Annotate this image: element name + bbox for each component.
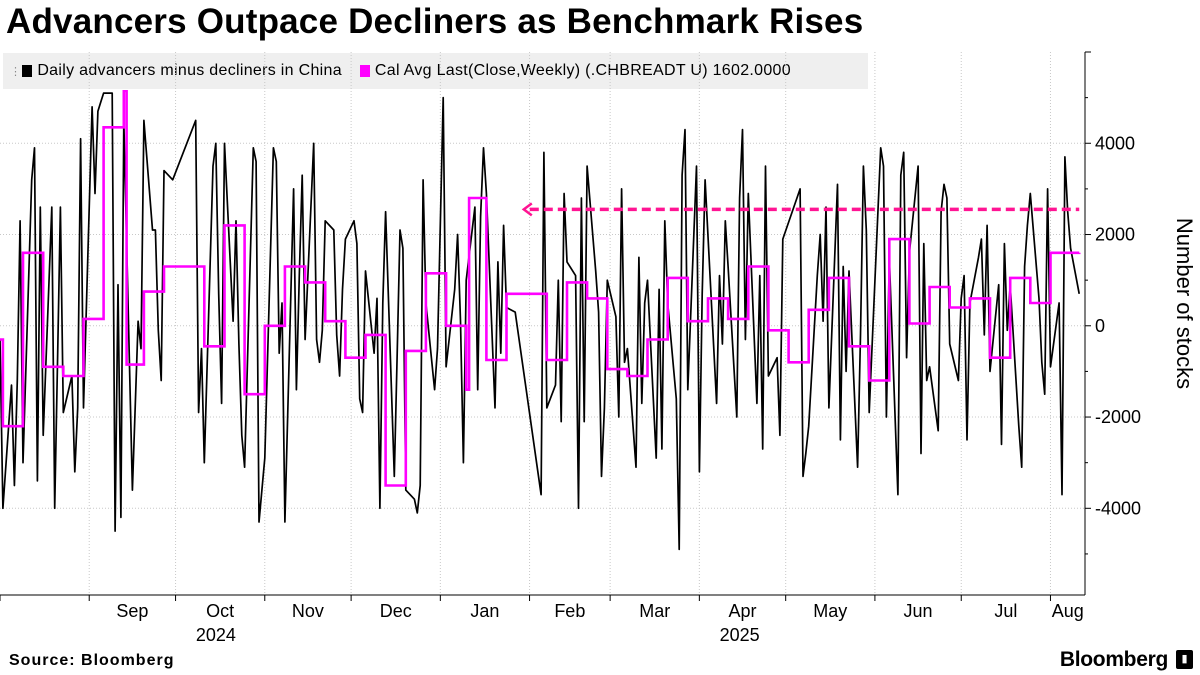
y-tick-label: -2000 xyxy=(1095,407,1141,427)
x-tick-label: Nov xyxy=(292,601,324,621)
y-tick-label: 4000 xyxy=(1095,133,1135,153)
legend-item-weekly-avg: Cal Avg Last(Close,Weekly) (.CHBREADT U)… xyxy=(342,62,791,80)
legend-swatch-daily xyxy=(22,65,33,77)
x-tick-label: Aug xyxy=(1052,601,1084,621)
x-tick-label: Jun xyxy=(904,601,933,621)
x-tick-label: Jan xyxy=(470,601,499,621)
y-tick-label: 2000 xyxy=(1095,225,1135,245)
x-tick-label: Oct xyxy=(206,601,234,621)
chart-title: Advancers Outpace Decliners as Benchmark… xyxy=(6,2,864,41)
y-axis-title: Number of stocks xyxy=(1172,218,1197,389)
x-tick-label: May xyxy=(813,601,847,621)
y-tick-label: 0 xyxy=(1095,316,1105,336)
bloomberg-terminal-icon: ▮ xyxy=(1176,650,1193,669)
x-tick-label: Dec xyxy=(380,601,412,621)
bloomberg-logo: Bloomberg xyxy=(1059,648,1168,671)
legend-item-daily: ⋮ Daily advancers minus decliners in Chi… xyxy=(3,62,342,80)
series-line-daily xyxy=(0,92,1081,551)
legend-swatch-weekly-avg xyxy=(359,65,370,77)
reference-arrow-icon xyxy=(521,202,533,217)
x-tick-label: Apr xyxy=(729,601,757,621)
x-tick-label: Jul xyxy=(994,601,1017,621)
drag-handle-icon[interactable]: ⋮ xyxy=(10,65,22,78)
legend: ⋮ Daily advancers minus decliners in Chi… xyxy=(3,53,868,89)
x-year-label: 2024 xyxy=(196,625,236,645)
x-year-label: 2025 xyxy=(720,625,760,645)
legend-label-daily: Daily advancers minus decliners in China xyxy=(37,62,342,79)
series-line-weekly-avg xyxy=(0,90,1081,487)
source-note: Source: Bloomberg xyxy=(9,652,175,669)
x-tick-label: Mar xyxy=(639,601,670,621)
x-tick-label: Feb xyxy=(554,601,585,621)
y-tick-label: -4000 xyxy=(1095,498,1141,518)
legend-label-weekly-avg: Cal Avg Last(Close,Weekly) (.CHBREADT U)… xyxy=(374,62,791,79)
x-tick-label: Sep xyxy=(116,601,148,621)
